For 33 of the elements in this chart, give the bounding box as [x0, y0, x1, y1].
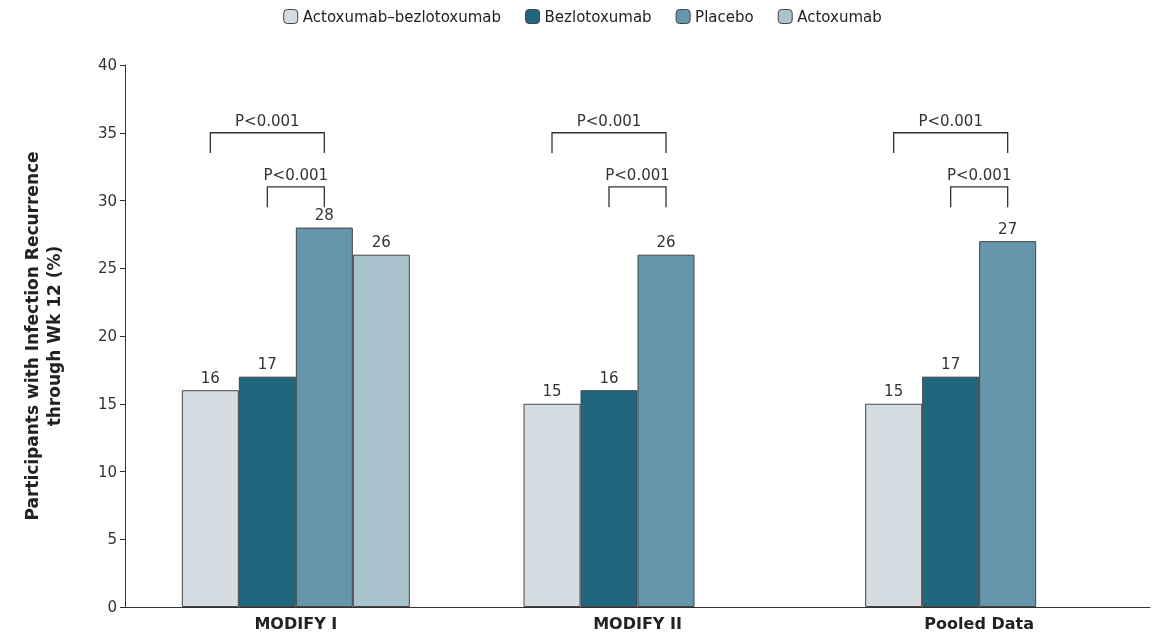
annotation: P<0.001 [946, 165, 1012, 184]
data-label: 26 [656, 233, 676, 252]
annotation: P<0.001 [576, 111, 642, 130]
legend-label: Bezlotoxumab [544, 7, 652, 26]
data-label: 28 [314, 206, 334, 225]
y-tick-label: 30 [97, 191, 117, 210]
data-label: 27 [998, 219, 1018, 238]
y-tick-label: 20 [97, 327, 117, 345]
y-axis-title: Participants with Infection Recurrence through Wk 12 (%) [22, 151, 64, 521]
x-tick-label: MODIFY II [593, 613, 682, 633]
y-tick-label: 35 [97, 123, 117, 142]
legend-label: Actoxumab–bezlotoxumab [302, 7, 502, 26]
data-label: 17 [257, 355, 277, 374]
annotation: P<0.001 [263, 165, 329, 184]
y-tick-label: 0 [107, 598, 117, 616]
legend-label: Placebo [695, 7, 754, 26]
annotation: P<0.001 [918, 111, 983, 130]
data-label: 16 [200, 368, 220, 387]
y-tick-label: 10 [97, 462, 117, 481]
data-label: 26 [371, 233, 391, 252]
annotation: P<0.001 [235, 111, 300, 130]
data-label: 15 [542, 382, 562, 401]
x-tick-label: Pooled Data [924, 613, 1034, 633]
annotation: P<0.001 [605, 165, 670, 184]
y-tick-label: 5 [107, 530, 117, 549]
x-tick-label: MODIFY I [254, 613, 338, 633]
legend-label: Actoxumab [797, 7, 882, 26]
y-tick-label: 15 [97, 394, 117, 413]
data-label: 17 [941, 355, 961, 374]
data-label: 15 [884, 382, 904, 401]
y-tick-label: 25 [97, 259, 117, 278]
y-tick-label: 40 [97, 56, 117, 74]
data-label: 16 [599, 368, 619, 387]
